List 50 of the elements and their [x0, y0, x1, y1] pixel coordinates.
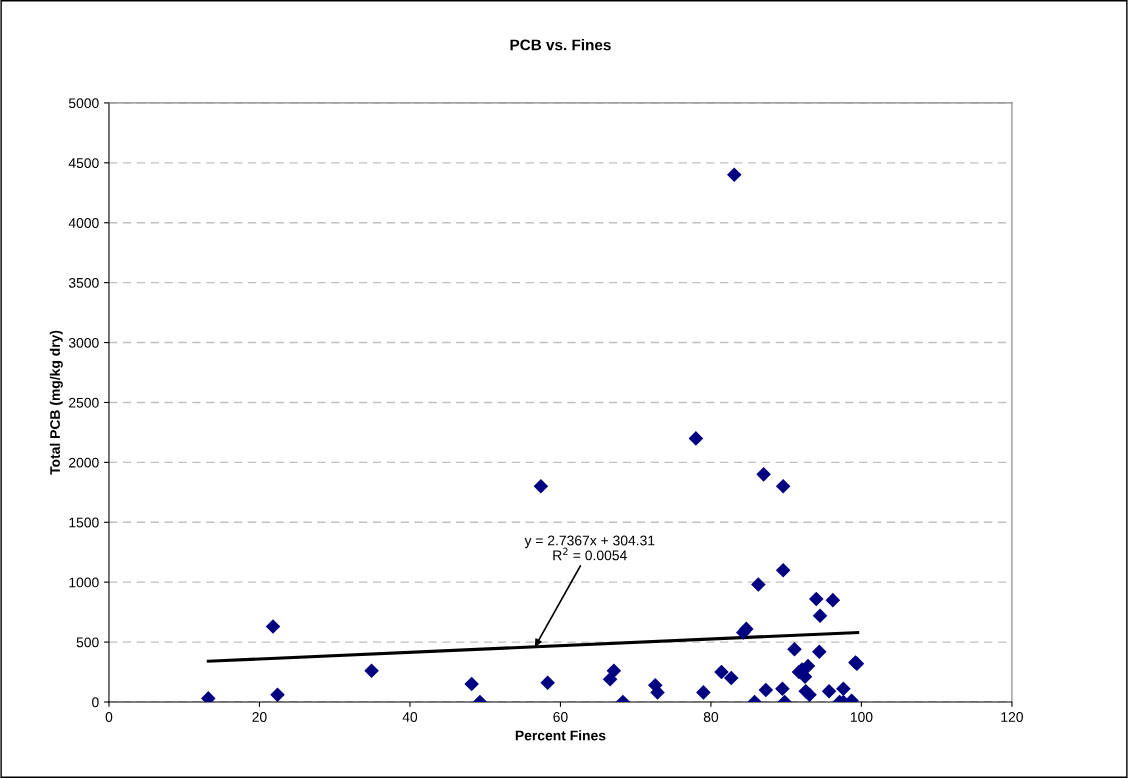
point — [809, 591, 824, 607]
point — [836, 681, 851, 697]
x-tick-label: 100 — [850, 712, 873, 722]
point — [540, 675, 555, 691]
point — [787, 641, 802, 657]
point — [775, 681, 790, 697]
y-tick-label: 500 — [76, 637, 99, 648]
point — [364, 663, 379, 679]
y-tick-label: 2000 — [69, 457, 99, 468]
point — [688, 431, 704, 446]
point — [533, 479, 549, 494]
point — [739, 621, 754, 637]
point — [696, 685, 711, 700]
point — [751, 577, 766, 592]
point — [756, 467, 771, 482]
y-tick-label: 1500 — [69, 517, 99, 528]
y-tick-label: 3000 — [68, 337, 99, 348]
x-tick-label: 40 — [402, 712, 418, 722]
x-tick-label: 0 — [105, 712, 113, 722]
point — [265, 619, 281, 634]
chart-title: PCB vs. Fines — [510, 39, 611, 51]
point — [825, 592, 841, 608]
y-tick-label: 0 — [92, 697, 99, 708]
x-tick-label: 20 — [252, 712, 267, 722]
point — [821, 683, 837, 699]
y-tick-label: 1000 — [69, 577, 99, 588]
y-tick-label: 4000 — [68, 218, 99, 228]
point — [650, 685, 665, 700]
x-axis-title: Percent Fines — [515, 730, 606, 741]
point — [802, 687, 817, 702]
point — [464, 676, 479, 692]
point — [812, 608, 828, 624]
point — [602, 671, 618, 687]
point — [812, 644, 827, 659]
x-tick-label: 60 — [553, 712, 568, 722]
y-axis-title: Total PCB (mg/kg dry) — [49, 330, 63, 475]
annotation: y = 2.7367x + 304.31 R$^{2}$ = 0.0054 — [524, 535, 655, 561]
point — [714, 664, 729, 680]
y-tick-label: 3500 — [68, 277, 99, 288]
y-tick-label: 5000 — [68, 98, 99, 109]
x-tick-label: 120 — [1001, 712, 1023, 722]
x-tick-label: 80 — [703, 712, 719, 722]
y-tick-label: 2500 — [69, 397, 99, 408]
point — [723, 670, 739, 686]
point — [775, 562, 791, 578]
point — [758, 682, 774, 698]
y-tick-label: 4500 — [68, 158, 99, 168]
point — [726, 167, 742, 183]
point — [775, 479, 791, 494]
point — [270, 687, 285, 702]
